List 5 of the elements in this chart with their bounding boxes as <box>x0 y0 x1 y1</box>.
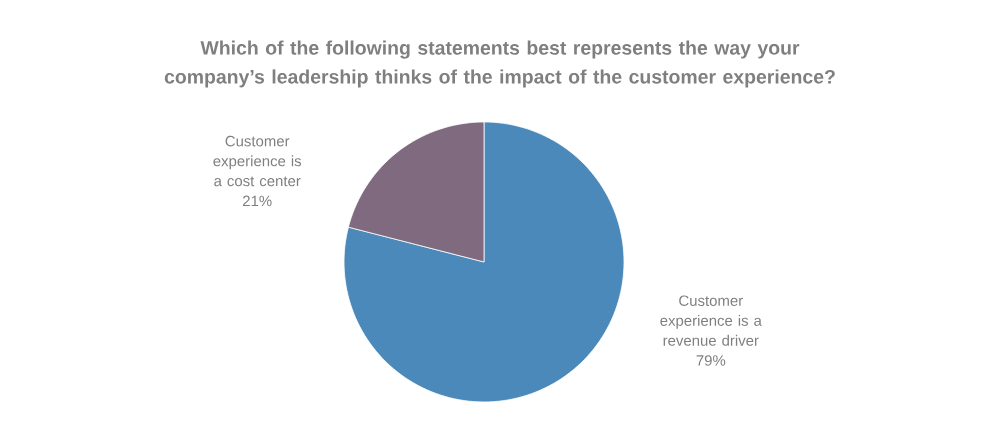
data-label: 79% <box>696 355 726 366</box>
chart-title: Which of the following statements best represents the way your company’s leadership thinks of the impact of the customer experience? <box>164 40 835 88</box>
slice-label: Customer experience is a cost center <box>213 135 302 187</box>
data-label: 21% <box>243 195 272 207</box>
slice-label: Customer experience is a revenue driver <box>660 295 762 346</box>
